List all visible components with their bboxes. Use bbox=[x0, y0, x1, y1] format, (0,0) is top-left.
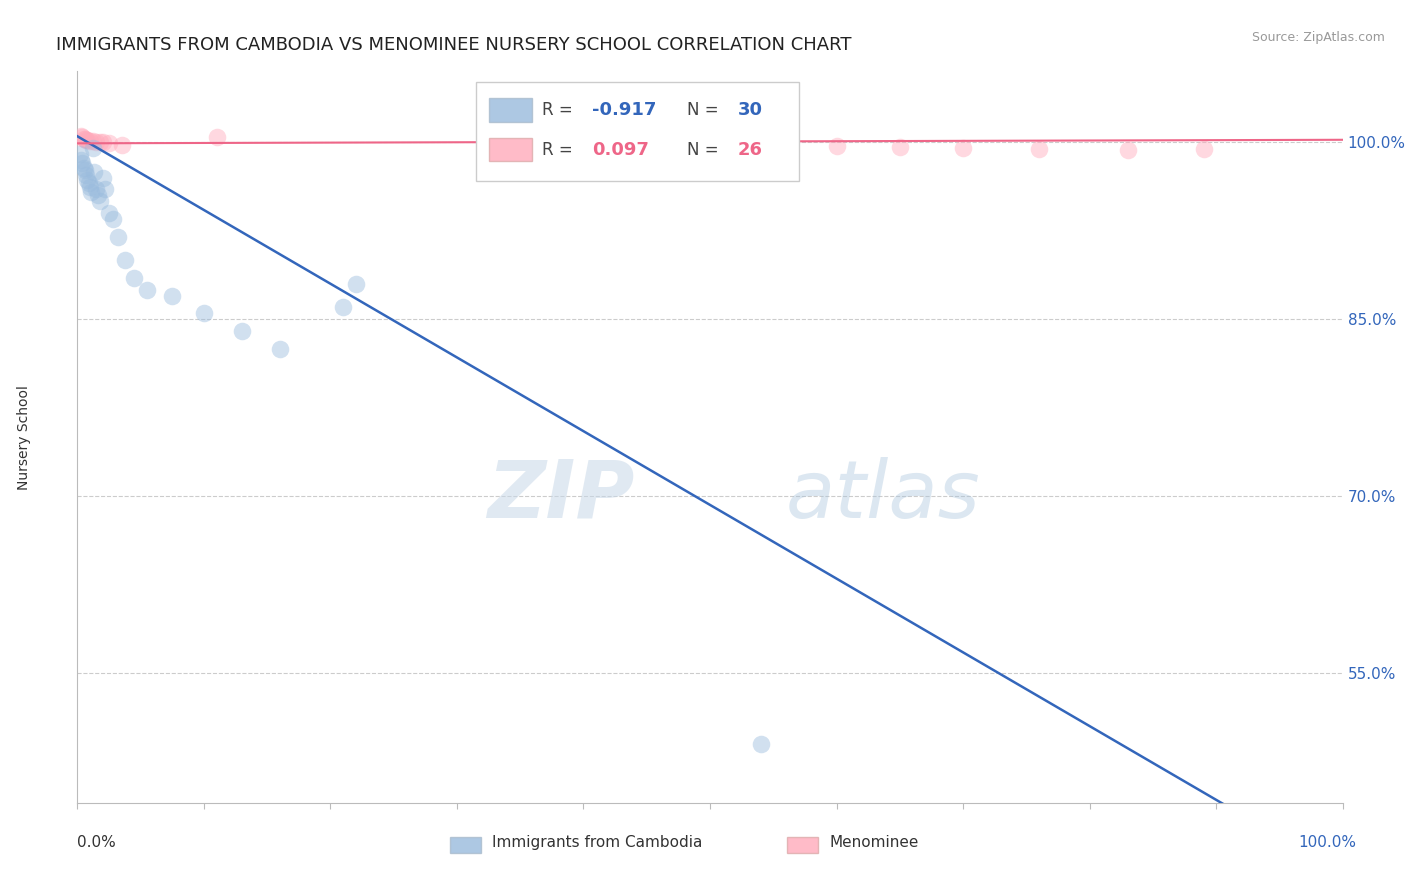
Point bbox=[101, 211, 124, 226]
Point bbox=[205, 130, 228, 145]
Point bbox=[889, 140, 911, 154]
Point bbox=[79, 134, 101, 148]
Text: ZIP: ZIP bbox=[486, 457, 634, 534]
Point bbox=[332, 301, 354, 315]
Point bbox=[762, 140, 785, 154]
Point bbox=[547, 136, 569, 151]
Point bbox=[686, 137, 709, 152]
Point bbox=[114, 253, 136, 268]
FancyBboxPatch shape bbox=[489, 138, 531, 161]
Point bbox=[86, 182, 108, 196]
Point bbox=[344, 277, 367, 291]
Text: R =: R = bbox=[541, 101, 578, 120]
Point bbox=[72, 156, 94, 170]
Point bbox=[231, 324, 253, 338]
Point bbox=[661, 138, 683, 153]
Point bbox=[111, 137, 132, 152]
Text: IMMIGRANTS FROM CAMBODIA VS MENOMINEE NURSERY SCHOOL CORRELATION CHART: IMMIGRANTS FROM CAMBODIA VS MENOMINEE NU… bbox=[56, 36, 852, 54]
Point bbox=[724, 138, 747, 153]
Text: N =: N = bbox=[688, 101, 724, 120]
Text: Immigrants from Cambodia: Immigrants from Cambodia bbox=[492, 836, 703, 850]
Text: 0.0%: 0.0% bbox=[77, 836, 117, 850]
Text: Source: ZipAtlas.com: Source: ZipAtlas.com bbox=[1251, 31, 1385, 45]
FancyBboxPatch shape bbox=[489, 98, 531, 122]
Text: Menominee: Menominee bbox=[830, 836, 920, 850]
Point bbox=[94, 182, 117, 196]
Point bbox=[98, 206, 120, 220]
Text: Nursery School: Nursery School bbox=[17, 384, 31, 490]
Point bbox=[193, 306, 215, 320]
Point bbox=[1192, 142, 1215, 156]
Point bbox=[98, 136, 120, 151]
Text: -0.917: -0.917 bbox=[592, 101, 657, 120]
Point bbox=[124, 270, 146, 285]
Point bbox=[749, 737, 772, 751]
Point bbox=[75, 168, 97, 182]
Text: N =: N = bbox=[688, 141, 724, 159]
Point bbox=[1028, 142, 1050, 156]
Point bbox=[73, 163, 96, 178]
Text: R =: R = bbox=[541, 141, 578, 159]
Point bbox=[82, 134, 104, 148]
Text: 26: 26 bbox=[738, 141, 763, 159]
Point bbox=[91, 135, 114, 149]
Point bbox=[72, 130, 94, 145]
Point bbox=[162, 288, 183, 302]
Point bbox=[73, 131, 96, 145]
Point bbox=[76, 173, 98, 187]
Point bbox=[73, 161, 96, 175]
Point bbox=[1116, 144, 1139, 158]
Point bbox=[269, 342, 291, 356]
Point bbox=[825, 138, 848, 153]
Text: 30: 30 bbox=[738, 101, 763, 120]
Point bbox=[623, 137, 645, 152]
Point bbox=[76, 133, 98, 147]
Point bbox=[86, 135, 108, 149]
Point bbox=[136, 283, 159, 297]
Point bbox=[86, 188, 108, 202]
Text: 100.0%: 100.0% bbox=[1299, 836, 1357, 850]
Point bbox=[83, 164, 105, 178]
Point bbox=[952, 141, 974, 155]
Point bbox=[75, 133, 97, 147]
Point bbox=[70, 153, 93, 167]
Point bbox=[89, 135, 111, 149]
Point bbox=[69, 147, 91, 161]
Text: 0.097: 0.097 bbox=[592, 141, 650, 159]
Point bbox=[91, 170, 114, 185]
Point bbox=[79, 180, 101, 194]
Point bbox=[89, 194, 111, 208]
Point bbox=[107, 229, 129, 244]
Point bbox=[82, 141, 104, 155]
Text: atlas: atlas bbox=[786, 457, 981, 534]
Point bbox=[73, 131, 96, 145]
Point bbox=[77, 177, 100, 191]
Point bbox=[70, 129, 93, 144]
FancyBboxPatch shape bbox=[475, 82, 799, 181]
Point bbox=[80, 185, 103, 199]
